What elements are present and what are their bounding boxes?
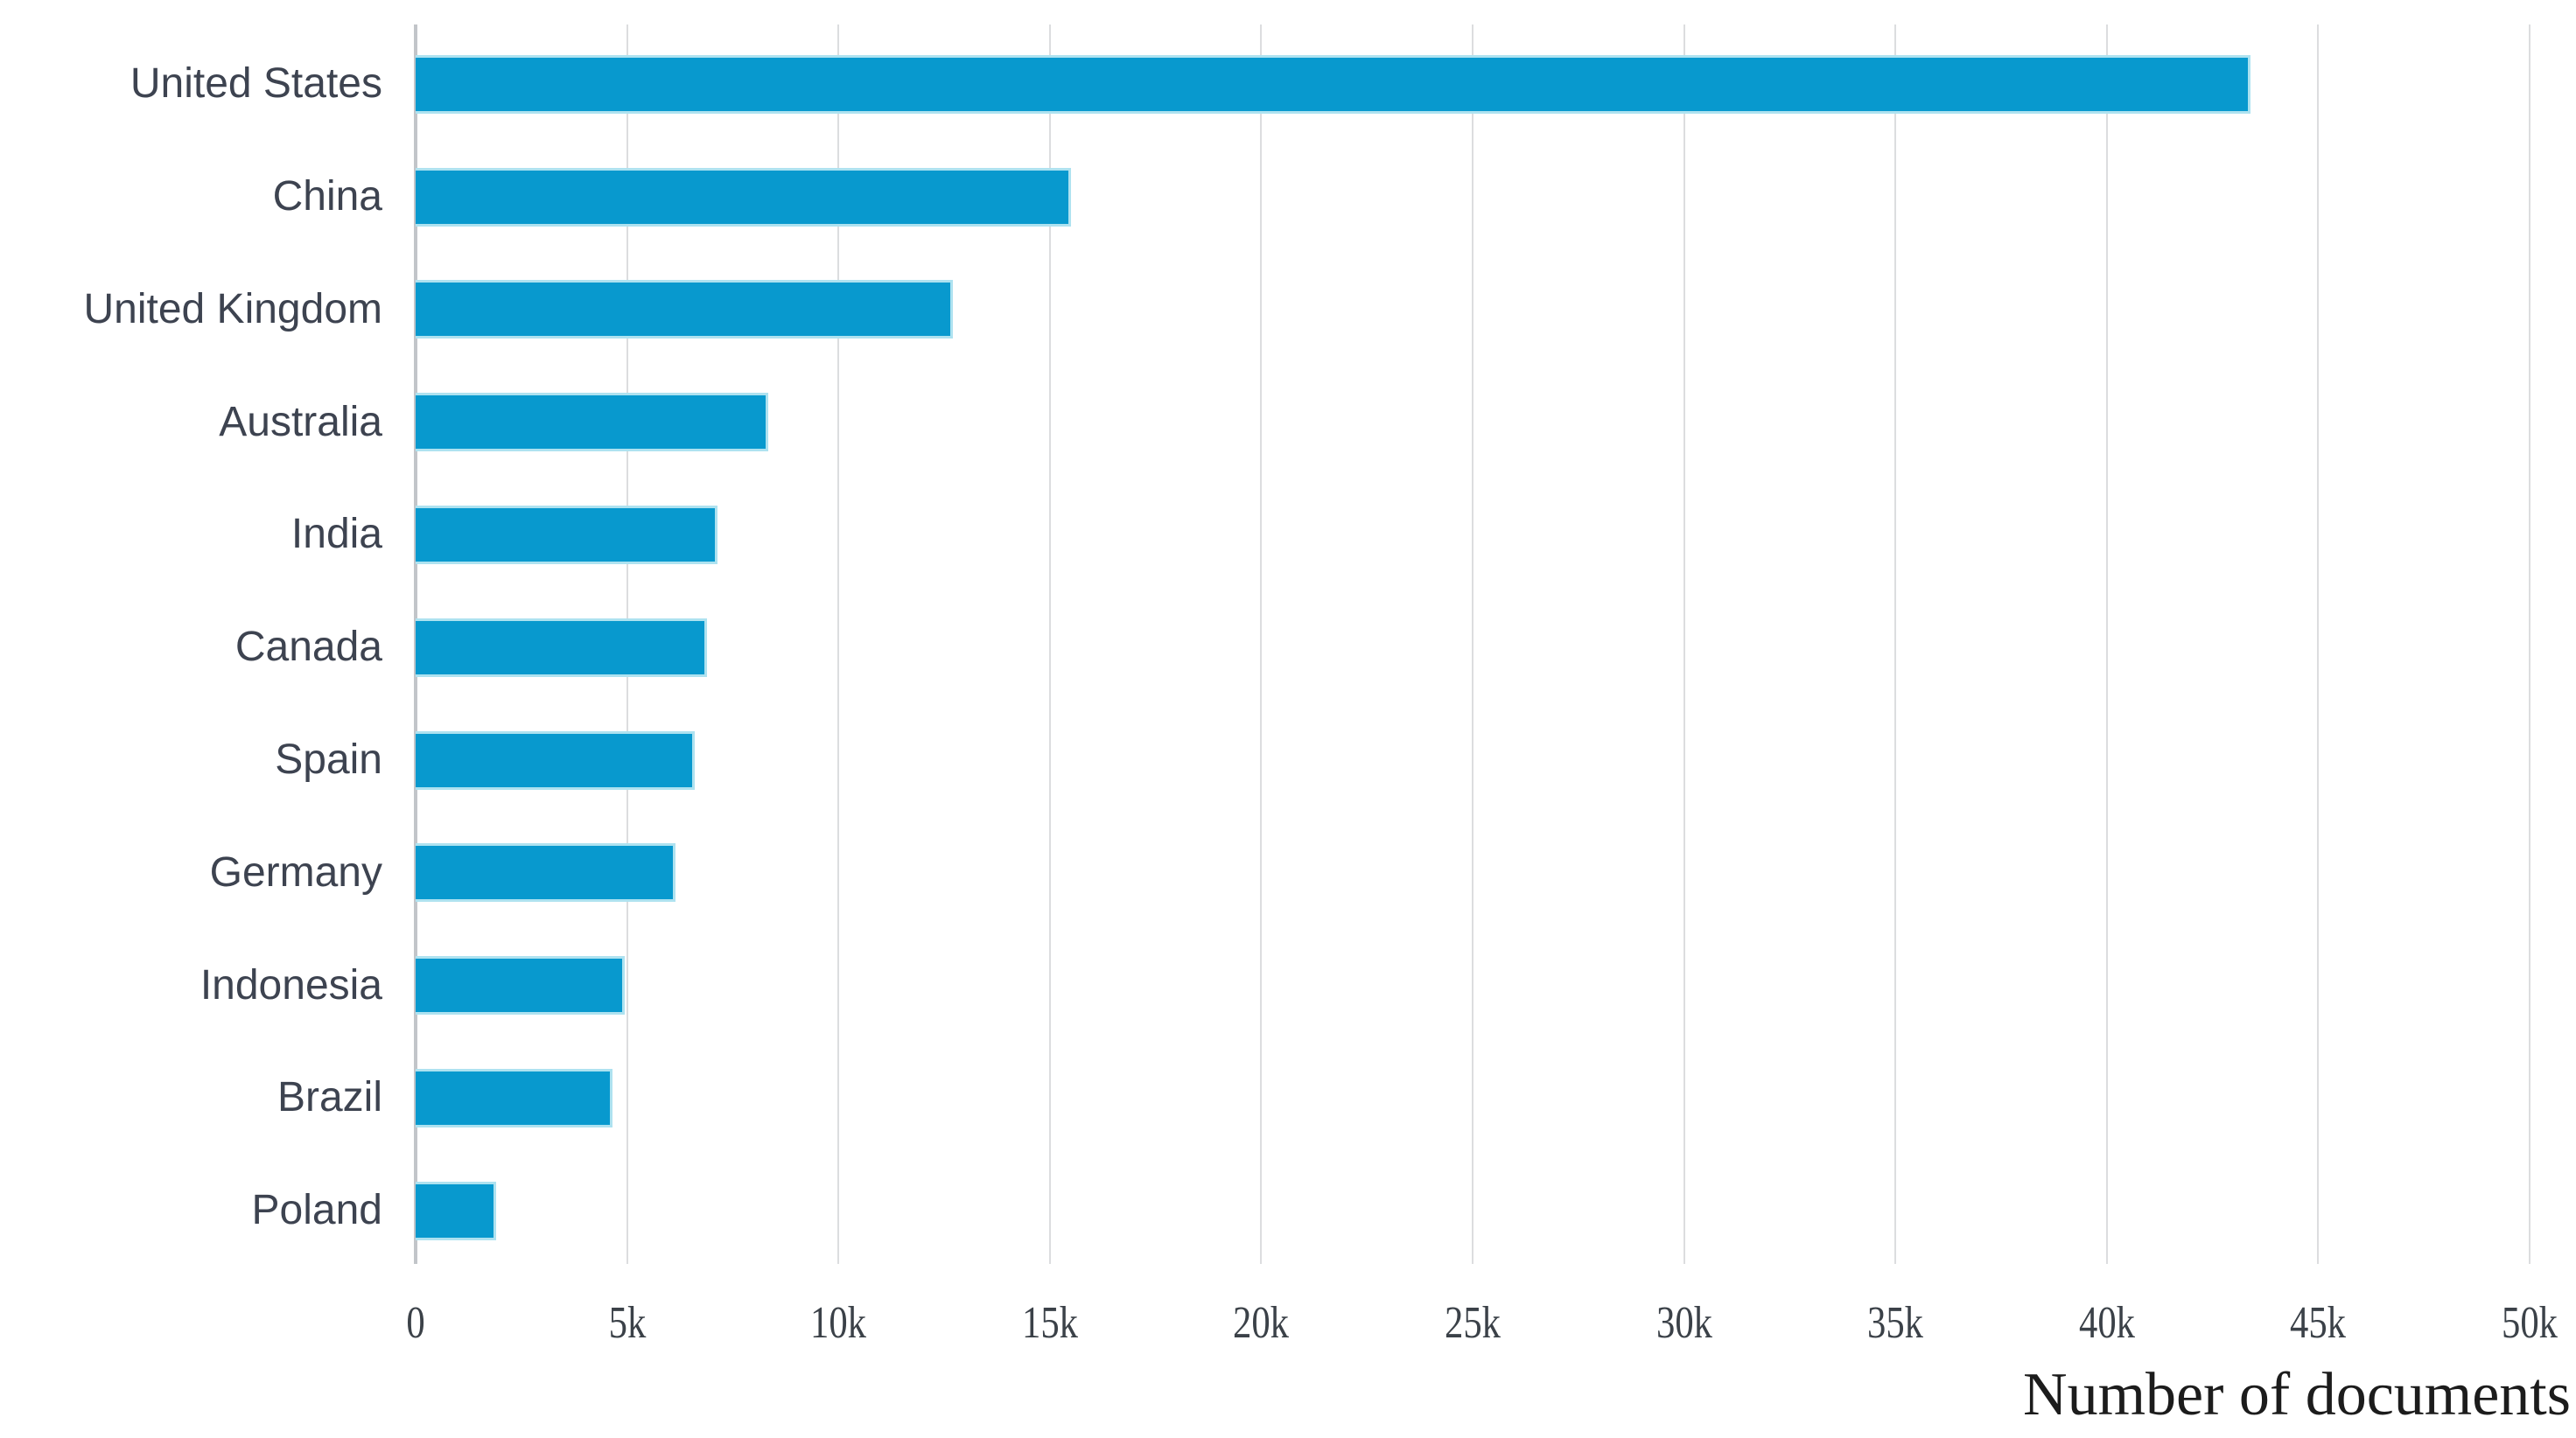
x-tick-label-25k: 25k <box>1445 1298 1501 1348</box>
x-tick-label-35k: 35k <box>1867 1298 1924 1348</box>
x-tick-label-30k: 30k <box>1656 1298 1712 1348</box>
gridline-50k <box>2529 24 2530 1264</box>
x-tick-label-45k: 45k <box>2290 1298 2347 1348</box>
bar-united-kingdom[interactable] <box>416 280 953 339</box>
gridline-45k <box>2317 24 2320 1264</box>
y-axis-label-germany: Germany <box>209 848 382 896</box>
x-axis-title: Number of documents <box>2023 1361 2571 1428</box>
bar-china[interactable] <box>416 167 1071 227</box>
y-axis-label-australia: Australia <box>219 398 382 445</box>
bar-brazil[interactable] <box>416 1068 612 1127</box>
bar-indonesia[interactable] <box>416 956 625 1016</box>
x-tick-label-20k: 20k <box>1233 1298 1290 1348</box>
x-tick-label-0: 0 <box>406 1298 425 1348</box>
y-axis-label-poland: Poland <box>251 1187 382 1234</box>
x-tick-label-10k: 10k <box>810 1298 867 1348</box>
gridline-20k <box>1260 24 1263 1264</box>
y-axis-label-united-states: United States <box>130 60 382 108</box>
bar-united-states[interactable] <box>416 54 2250 114</box>
y-axis-category-labels: United States China United Kingdom Australi… <box>0 24 382 1264</box>
bar-australia[interactable] <box>416 393 768 452</box>
bar-germany[interactable] <box>416 843 676 903</box>
y-axis-label-india: India <box>290 511 382 558</box>
bar-canada[interactable] <box>416 618 707 677</box>
x-tick-label-5k: 5k <box>608 1298 646 1348</box>
y-axis-label-spain: Spain <box>275 736 382 783</box>
bar-india[interactable] <box>416 505 718 564</box>
y-axis-label-brazil: Brazil <box>276 1074 382 1121</box>
y-axis-label-china: China <box>272 173 382 220</box>
gridline-25k <box>1472 24 1474 1264</box>
bar-spain[interactable] <box>416 730 695 790</box>
bar-poland[interactable] <box>416 1181 496 1240</box>
gridline-35k <box>1894 24 1897 1264</box>
gridline-15k <box>1048 24 1051 1264</box>
y-axis-label-canada: Canada <box>234 624 382 671</box>
x-tick-label-50k: 50k <box>2502 1298 2558 1348</box>
gridline-30k <box>1683 24 1685 1264</box>
y-axis-label-united-kingdom: United Kingdom <box>83 285 382 332</box>
gridline-40k <box>2105 24 2108 1264</box>
x-tick-label-15k: 15k <box>1021 1298 1078 1348</box>
plot-area <box>414 24 2530 1264</box>
x-axis-tick-labels: 0 5k 10k 15k 20k 25k 30k 35k 40k 45k 50k <box>406 1293 2558 1354</box>
gridline-10k <box>837 24 840 1264</box>
x-tick-label-40k: 40k <box>2078 1298 2135 1348</box>
y-axis-label-indonesia: Indonesia <box>200 961 382 1009</box>
